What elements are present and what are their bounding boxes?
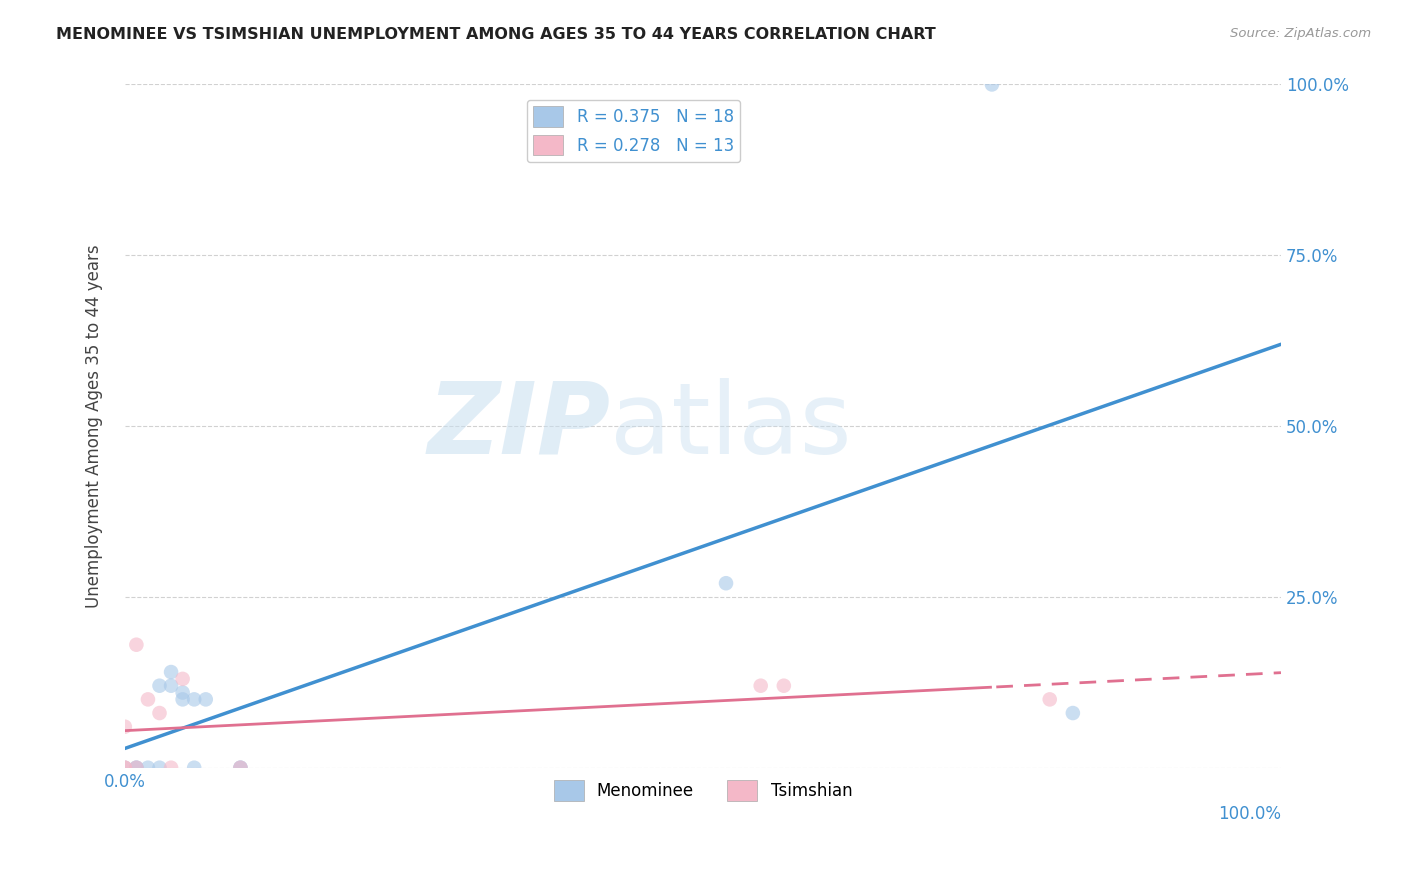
Point — [114, 761, 136, 775]
Point — [714, 576, 737, 591]
Point — [136, 761, 159, 775]
Text: atlas: atlas — [610, 377, 852, 475]
Point — [1039, 692, 1062, 706]
Y-axis label: Unemployment Among Ages 35 to 44 years: Unemployment Among Ages 35 to 44 years — [86, 244, 103, 607]
Point — [125, 761, 148, 775]
Point — [183, 761, 205, 775]
Point — [125, 638, 148, 652]
Point — [172, 672, 194, 686]
Point — [114, 720, 136, 734]
Point — [183, 692, 205, 706]
Point — [160, 679, 183, 693]
Point — [125, 761, 148, 775]
Point — [148, 761, 170, 775]
Point — [172, 685, 194, 699]
Point — [1062, 706, 1084, 720]
Point — [148, 679, 170, 693]
Point — [749, 679, 772, 693]
Point — [160, 665, 183, 679]
Text: ZIP: ZIP — [427, 377, 610, 475]
Point — [114, 761, 136, 775]
Text: MENOMINEE VS TSIMSHIAN UNEMPLOYMENT AMONG AGES 35 TO 44 YEARS CORRELATION CHART: MENOMINEE VS TSIMSHIAN UNEMPLOYMENT AMON… — [56, 27, 936, 42]
Point — [229, 761, 252, 775]
Point — [172, 692, 194, 706]
Text: Source: ZipAtlas.com: Source: ZipAtlas.com — [1230, 27, 1371, 40]
Point — [194, 692, 217, 706]
Point — [980, 78, 1002, 92]
Point — [160, 761, 183, 775]
Text: 100.0%: 100.0% — [1218, 805, 1281, 823]
Point — [772, 679, 794, 693]
Point — [229, 761, 252, 775]
Point — [125, 761, 148, 775]
Point — [229, 761, 252, 775]
Point — [136, 692, 159, 706]
Legend: Menominee, Tsimshian: Menominee, Tsimshian — [547, 773, 859, 807]
Point — [148, 706, 170, 720]
Point — [114, 761, 136, 775]
